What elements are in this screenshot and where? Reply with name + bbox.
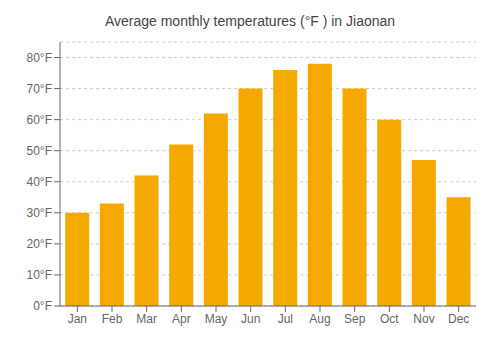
svg-text:Jun: Jun bbox=[241, 312, 260, 326]
svg-text:Aug: Aug bbox=[309, 312, 330, 326]
svg-text:Oct: Oct bbox=[380, 312, 399, 326]
svg-text:May: May bbox=[205, 312, 228, 326]
svg-text:Jul: Jul bbox=[278, 312, 293, 326]
svg-text:Dec: Dec bbox=[448, 312, 469, 326]
svg-text:30°F: 30°F bbox=[27, 206, 52, 220]
svg-text:60°F: 60°F bbox=[27, 113, 52, 127]
svg-text:Jan: Jan bbox=[68, 312, 87, 326]
svg-text:40°F: 40°F bbox=[27, 175, 52, 189]
svg-text:Apr: Apr bbox=[172, 312, 191, 326]
svg-text:Nov: Nov bbox=[413, 312, 434, 326]
svg-text:20°F: 20°F bbox=[27, 237, 52, 251]
svg-text:Feb: Feb bbox=[102, 312, 123, 326]
svg-text:Mar: Mar bbox=[136, 312, 157, 326]
html-text:Average monthly temperatures (: Average monthly temperatures (°F ) in Ji… bbox=[104, 13, 396, 29]
svg-text:70°F: 70°F bbox=[27, 82, 52, 96]
svg-text:10°F: 10°F bbox=[27, 268, 52, 282]
svg-text:80°F: 80°F bbox=[27, 51, 52, 65]
svg-text:0°F: 0°F bbox=[33, 299, 52, 313]
svg-text:Sep: Sep bbox=[344, 312, 366, 326]
svg-text:50°F: 50°F bbox=[27, 144, 52, 158]
